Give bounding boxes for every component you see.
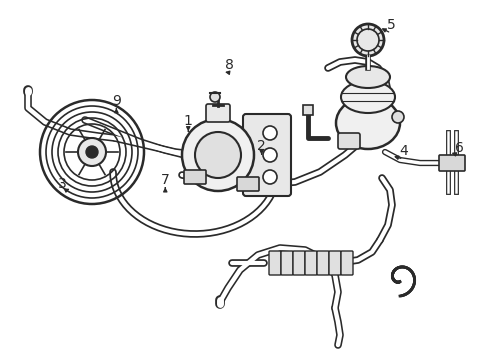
Circle shape xyxy=(78,138,106,166)
Ellipse shape xyxy=(195,132,241,178)
FancyBboxPatch shape xyxy=(183,170,205,184)
FancyBboxPatch shape xyxy=(268,251,281,275)
Text: 5: 5 xyxy=(386,18,395,32)
Text: 4: 4 xyxy=(398,144,407,158)
Text: 9: 9 xyxy=(112,94,121,108)
FancyBboxPatch shape xyxy=(305,251,316,275)
FancyBboxPatch shape xyxy=(281,251,292,275)
Circle shape xyxy=(209,92,220,102)
FancyBboxPatch shape xyxy=(237,177,259,191)
Bar xyxy=(303,105,312,115)
Ellipse shape xyxy=(346,66,389,88)
FancyBboxPatch shape xyxy=(328,251,340,275)
FancyBboxPatch shape xyxy=(243,114,290,196)
FancyBboxPatch shape xyxy=(316,251,328,275)
Circle shape xyxy=(86,146,98,158)
Text: 6: 6 xyxy=(454,141,463,154)
FancyBboxPatch shape xyxy=(340,251,352,275)
FancyBboxPatch shape xyxy=(438,155,464,171)
Text: 1: 1 xyxy=(183,114,192,127)
FancyBboxPatch shape xyxy=(337,133,359,149)
Text: 2: 2 xyxy=(257,139,265,153)
Ellipse shape xyxy=(340,81,394,113)
Circle shape xyxy=(351,24,383,56)
Circle shape xyxy=(391,111,403,123)
Text: 8: 8 xyxy=(225,58,234,72)
Text: 3: 3 xyxy=(58,177,67,190)
Circle shape xyxy=(263,170,276,184)
Text: 7: 7 xyxy=(161,173,169,187)
FancyBboxPatch shape xyxy=(292,251,305,275)
Circle shape xyxy=(263,148,276,162)
FancyBboxPatch shape xyxy=(205,104,229,122)
Ellipse shape xyxy=(182,119,253,191)
Ellipse shape xyxy=(335,97,399,149)
Circle shape xyxy=(263,126,276,140)
